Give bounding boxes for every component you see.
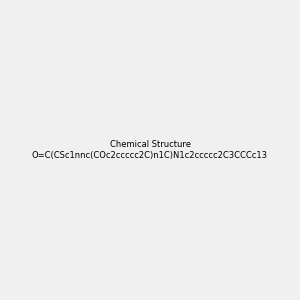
- Text: Chemical Structure
O=C(CSc1nnc(COc2ccccc2C)n1C)N1c2ccccc2C3CCCc13: Chemical Structure O=C(CSc1nnc(COc2ccccc…: [32, 140, 268, 160]
